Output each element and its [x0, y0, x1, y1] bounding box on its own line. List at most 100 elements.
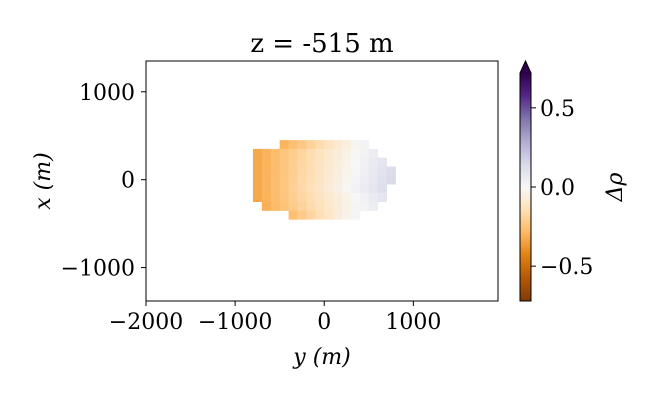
- heatmap-cell: [315, 166, 325, 176]
- colorbar-gradient: [520, 73, 531, 301]
- heatmap-cell: [342, 184, 352, 194]
- heatmap-cell: [342, 210, 352, 220]
- heatmap-cell: [350, 148, 361, 159]
- colorbar-outline: [519, 59, 532, 302]
- heatmap-cell: [324, 175, 334, 185]
- heatmap-cell: [359, 175, 370, 185]
- heatmap-cell: [350, 192, 361, 203]
- heatmap-cell: [359, 192, 370, 203]
- heatmap-cell: [333, 166, 343, 176]
- colorbar-label: Δρ: [603, 173, 628, 203]
- heatmap-cell: [270, 157, 281, 167]
- heatmap-cell: [252, 184, 263, 194]
- x-tick-label: 1000: [385, 310, 441, 335]
- heatmap-cell: [315, 148, 325, 159]
- heatmap-cell: [306, 175, 316, 185]
- heatmap-cell: [342, 166, 352, 176]
- heatmap-cell: [297, 201, 307, 211]
- heatmap-cell: [279, 157, 289, 167]
- heatmap-cell: [342, 140, 352, 150]
- heatmap-cell: [261, 166, 272, 176]
- heatmap-cell: [350, 140, 361, 150]
- heatmap-cell: [288, 184, 298, 194]
- x-axis-ticks: −2000 −1000 0 1000: [109, 301, 441, 335]
- colorbar-tick-label: −0.5: [540, 255, 593, 280]
- heatmap-cell: [270, 184, 281, 194]
- heatmap-cell: [333, 148, 343, 159]
- y-axis-ticks: −1000 0 1000: [61, 81, 146, 282]
- heatmap-cell: [288, 166, 298, 176]
- heatmap-cell: [350, 166, 361, 176]
- heatmap-cell: [270, 175, 281, 185]
- heatmap-cell: [368, 166, 379, 176]
- heatmap-cell: [342, 201, 352, 211]
- heatmap-cell: [306, 192, 316, 203]
- heatmap-cell: [306, 140, 316, 150]
- heatmap-cell: [270, 192, 281, 203]
- heatmap-cell: [333, 184, 343, 194]
- colorbar-tick-label: 0.5: [540, 97, 575, 122]
- heatmap-cell: [333, 210, 343, 220]
- heatmap-cell: [324, 166, 334, 176]
- heatmap-cell: [324, 148, 334, 159]
- heatmap-cell: [350, 184, 361, 194]
- x-axis-label: y (m): [292, 345, 350, 370]
- heatmap-cell: [315, 201, 325, 211]
- x-tick-label: −2000: [109, 310, 183, 335]
- heatmap-cell: [261, 201, 272, 211]
- colorbar-ticks: −0.5 0.0 0.5: [531, 97, 593, 280]
- y-tick-label: −1000: [61, 257, 135, 282]
- y-axis-label: x (m): [31, 152, 56, 209]
- heatmap-cell: [350, 210, 361, 220]
- heatmap-cell: [377, 184, 388, 194]
- heatmap-cell: [261, 192, 272, 203]
- chart-title: z = -515 m: [250, 29, 393, 59]
- heatmap-cell: [306, 157, 316, 167]
- heatmap-cell: [279, 140, 289, 150]
- heatmap-cell: [368, 175, 379, 185]
- heatmap-cell: [270, 201, 281, 211]
- heatmap-cell: [377, 166, 388, 176]
- heatmap-cell: [315, 192, 325, 203]
- heatmap-cell: [315, 184, 325, 194]
- y-tick-label: 0: [121, 169, 135, 194]
- heatmap-cell: [252, 166, 263, 176]
- heatmap-cell: [306, 184, 316, 194]
- heatmap-cell: [288, 157, 298, 167]
- heatmap-cell: [368, 157, 379, 167]
- heatmap-cell: [350, 175, 361, 185]
- heatmap-cell: [288, 201, 298, 211]
- heatmap-cell: [350, 201, 361, 211]
- heatmap-cell: [333, 140, 343, 150]
- heatmap-cell: [386, 175, 396, 185]
- x-tick-label: 0: [317, 310, 331, 335]
- heatmap-cell: [297, 210, 307, 220]
- colorbar-extend-arrow: [520, 61, 531, 73]
- heatmap-cell: [288, 210, 298, 220]
- heatmap-cell: [270, 148, 281, 159]
- heatmap-cell: [288, 192, 298, 203]
- heatmap-cell: [279, 148, 289, 159]
- heatmap-cell: [306, 210, 316, 220]
- heatmap-cell: [377, 192, 388, 203]
- heatmap-cell: [261, 175, 272, 185]
- heatmap-cell: [342, 175, 352, 185]
- heatmap-cell: [297, 175, 307, 185]
- heatmap-cell: [342, 157, 352, 167]
- heatmap-cell: [324, 192, 334, 203]
- heatmap-cell: [261, 184, 272, 194]
- heatmap-cells: [252, 140, 396, 220]
- heatmap-cell: [359, 166, 370, 176]
- heatmap-cell: [279, 175, 289, 185]
- heatmap-cell: [359, 148, 370, 159]
- heatmap-cell: [368, 192, 379, 203]
- heatmap-cell: [279, 201, 289, 211]
- heatmap-cell: [350, 157, 361, 167]
- heatmap-cell: [359, 140, 370, 150]
- heatmap-cell: [315, 175, 325, 185]
- heatmap-cell: [252, 192, 263, 203]
- heatmap-cell: [315, 140, 325, 150]
- heatmap-cell: [297, 140, 307, 150]
- heatmap-cell: [288, 175, 298, 185]
- heatmap-cell: [297, 184, 307, 194]
